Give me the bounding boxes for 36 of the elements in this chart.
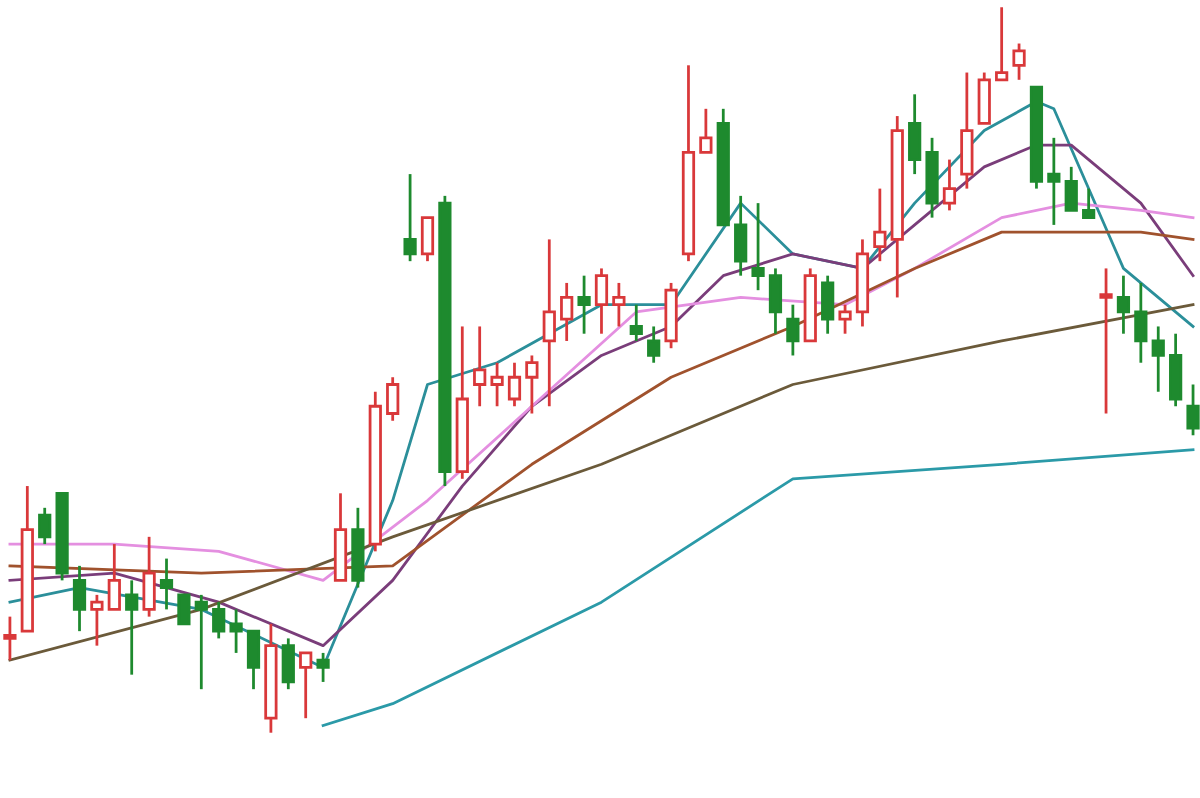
candlestick: [125, 578, 139, 677]
candlestick: [960, 71, 974, 191]
candlestick: [38, 506, 52, 546]
candlestick: [473, 325, 487, 408]
candlestick: [1134, 281, 1148, 365]
candlestick: [507, 361, 522, 408]
candlestick: [3, 615, 17, 662]
candlestick: [821, 274, 835, 336]
candlestick: [786, 303, 800, 357]
candlestick: [681, 63, 696, 263]
candlestick: [1099, 267, 1113, 415]
candlestick: [629, 303, 643, 343]
candlestick: [525, 354, 539, 415]
candlestick: [1151, 325, 1165, 394]
candlestick: [560, 281, 574, 343]
candlestick: [368, 390, 382, 553]
candlestick: [768, 267, 783, 336]
candlestick: [159, 557, 174, 611]
candlestick: [577, 274, 591, 336]
candlestick: [594, 267, 609, 336]
candlestick: [455, 325, 469, 481]
candlestick: [855, 238, 870, 328]
candlestick: [1047, 136, 1061, 227]
candlestick: [1116, 274, 1131, 336]
candlestick: [542, 238, 556, 408]
candlestick: [194, 593, 208, 691]
candlestick: [908, 92, 922, 176]
candlestick: [890, 114, 904, 299]
candlestick: [647, 325, 661, 365]
candlestick: [1169, 332, 1183, 408]
candlestick: [386, 375, 400, 423]
candlestick: [734, 194, 748, 278]
candlestick: [72, 564, 87, 633]
candlestick: [612, 281, 626, 328]
candlestick: [281, 637, 295, 691]
candlestick: [873, 187, 887, 263]
